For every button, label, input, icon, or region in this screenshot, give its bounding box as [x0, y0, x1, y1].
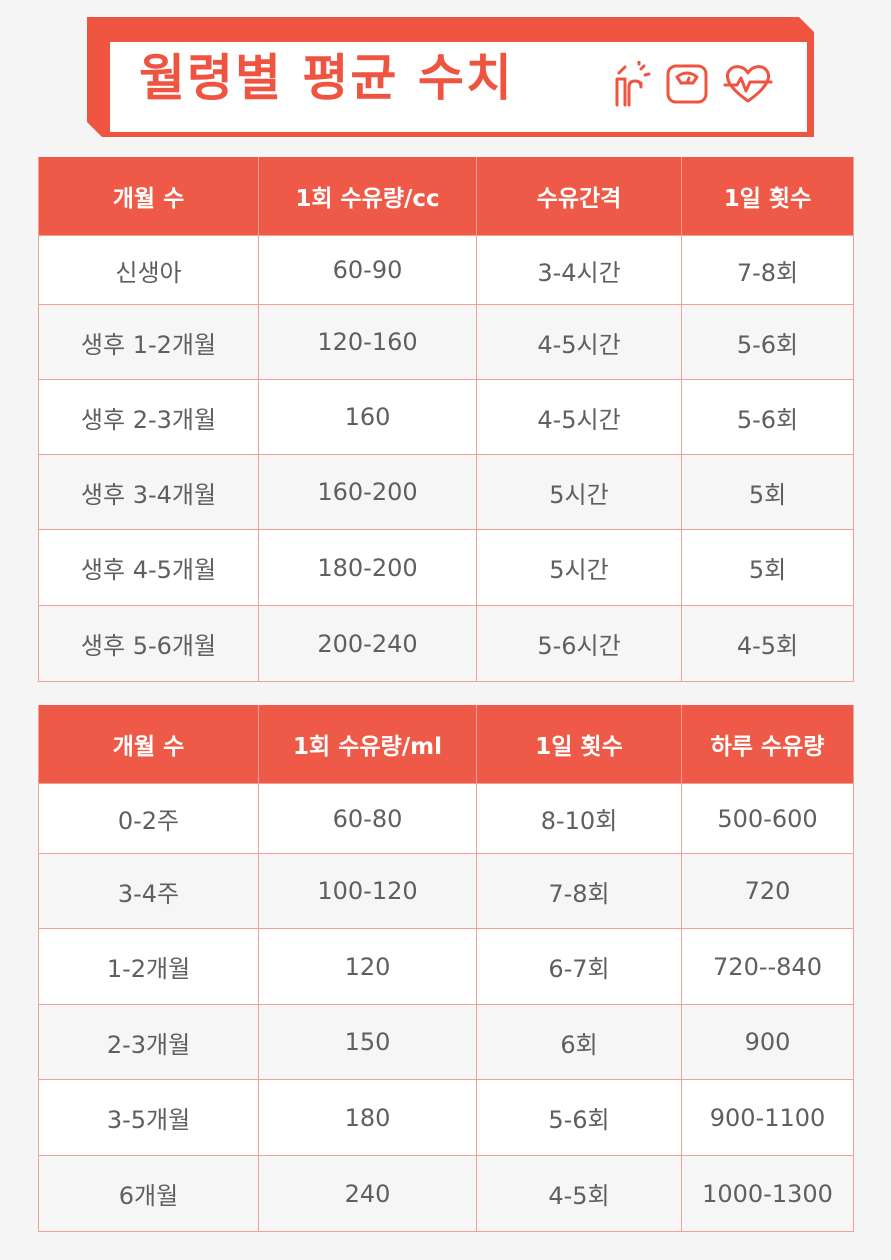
table-cell: 180	[258, 1079, 477, 1156]
table-cell: 240	[258, 1155, 477, 1232]
table-cell: 4-5시간	[476, 304, 682, 380]
feeding-table-ml: 개월 수 1회 수유량/ml 1일 횟수 하루 수유량 0-2주 60-80 8…	[38, 705, 854, 1232]
banner-icons	[611, 60, 773, 111]
baby-bottle-icon	[611, 60, 651, 111]
table-cell: 5시간	[476, 454, 682, 530]
page-title: 월령별 평균 수치	[139, 49, 514, 107]
header-cell: 1일 횟수	[681, 157, 854, 236]
header-cell: 1회 수유량/ml	[258, 705, 477, 784]
header-cell: 개월 수	[38, 157, 259, 236]
table-cell: 1-2개월	[38, 928, 259, 1005]
table-cell: 생후 3-4개월	[38, 454, 259, 530]
table-cell: 5회	[681, 454, 854, 530]
table-header-row: 개월 수 1회 수유량/ml 1일 횟수 하루 수유량	[38, 705, 854, 784]
table-cell: 5시간	[476, 529, 682, 606]
table-cell: 180-200	[258, 529, 477, 606]
table-cell: 생후 4-5개월	[38, 529, 259, 606]
table-cell: 0-2주	[38, 783, 259, 854]
table-cell: 200-240	[258, 605, 477, 682]
table-cell: 720	[681, 853, 854, 929]
table-cell: 7-8회	[681, 235, 854, 305]
table-cell: 150	[258, 1004, 477, 1080]
table-row: 3-4주 100-120 7-8회 720	[38, 853, 854, 929]
table-cell: 2-3개월	[38, 1004, 259, 1080]
table-cell: 4-5회	[476, 1155, 682, 1232]
scale-icon	[665, 63, 709, 109]
banner-frame	[87, 17, 814, 137]
table-row: 6개월 240 4-5회 1000-1300	[38, 1155, 854, 1232]
table-row: 생후 4-5개월 180-200 5시간 5회	[38, 529, 854, 606]
header-cell: 수유간격	[476, 157, 682, 236]
table-cell: 60-80	[258, 783, 477, 854]
table-cell: 생후 1-2개월	[38, 304, 259, 380]
table-row: 생후 2-3개월 160 4-5시간 5-6회	[38, 379, 854, 455]
table-cell: 900-1100	[681, 1079, 854, 1156]
table-cell: 신생아	[38, 235, 259, 305]
table-cell: 100-120	[258, 853, 477, 929]
header-cell: 1회 수유량/cc	[258, 157, 477, 236]
table-cell: 4-5시간	[476, 379, 682, 455]
table-cell: 3-4주	[38, 853, 259, 929]
table-row: 0-2주 60-80 8-10회 500-600	[38, 783, 854, 854]
table-cell: 60-90	[258, 235, 477, 305]
header-cell: 1일 횟수	[476, 705, 682, 784]
table-cell: 720--840	[681, 928, 854, 1005]
table-cell: 6회	[476, 1004, 682, 1080]
heartbeat-icon	[723, 63, 773, 109]
table-cell: 160	[258, 379, 477, 455]
table-cell: 120-160	[258, 304, 477, 380]
table-cell: 120	[258, 928, 477, 1005]
table-row: 신생아 60-90 3-4시간 7-8회	[38, 235, 854, 305]
table-cell: 8-10회	[476, 783, 682, 854]
table-cell: 500-600	[681, 783, 854, 854]
title-banner: 월령별 평균 수치	[87, 17, 814, 137]
table-cell: 생후 5-6개월	[38, 605, 259, 682]
table-cell: 900	[681, 1004, 854, 1080]
table-cell: 6개월	[38, 1155, 259, 1232]
header-cell: 하루 수유량	[681, 705, 854, 784]
table-cell: 4-5회	[681, 605, 854, 682]
table-cell: 160-200	[258, 454, 477, 530]
table-row: 1-2개월 120 6-7회 720--840	[38, 928, 854, 1005]
table-cell: 7-8회	[476, 853, 682, 929]
feeding-table-cc: 개월 수 1회 수유량/cc 수유간격 1일 횟수 신생아 60-90 3-4시…	[38, 157, 854, 682]
table-cell: 5-6회	[681, 304, 854, 380]
header-cell: 개월 수	[38, 705, 259, 784]
table-cell: 5-6회	[681, 379, 854, 455]
table-cell: 3-5개월	[38, 1079, 259, 1156]
table-cell: 3-4시간	[476, 235, 682, 305]
table-row: 생후 5-6개월 200-240 5-6시간 4-5회	[38, 605, 854, 682]
table-row: 2-3개월 150 6회 900	[38, 1004, 854, 1080]
table-header-row: 개월 수 1회 수유량/cc 수유간격 1일 횟수	[38, 157, 854, 236]
table-cell: 6-7회	[476, 928, 682, 1005]
table-cell: 1000-1300	[681, 1155, 854, 1232]
table-cell: 5-6시간	[476, 605, 682, 682]
table-row: 생후 1-2개월 120-160 4-5시간 5-6회	[38, 304, 854, 380]
table-row: 3-5개월 180 5-6회 900-1100	[38, 1079, 854, 1156]
table-cell: 생후 2-3개월	[38, 379, 259, 455]
table-row: 생후 3-4개월 160-200 5시간 5회	[38, 454, 854, 530]
table-cell: 5-6회	[476, 1079, 682, 1156]
table-cell: 5회	[681, 529, 854, 606]
